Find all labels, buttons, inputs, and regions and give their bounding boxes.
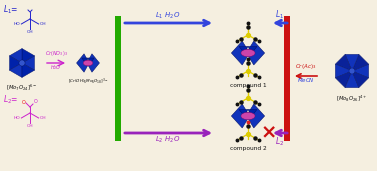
Text: OH: OH	[40, 116, 46, 120]
Text: $MeCN$: $MeCN$	[297, 76, 315, 84]
Text: $Cr(Ac)_3$: $Cr(Ac)_3$	[295, 62, 317, 71]
Polygon shape	[336, 64, 352, 78]
Polygon shape	[22, 56, 35, 70]
Polygon shape	[247, 41, 265, 65]
Polygon shape	[247, 104, 265, 128]
Polygon shape	[239, 109, 248, 116]
Polygon shape	[77, 54, 89, 72]
Text: compound 2: compound 2	[230, 146, 267, 151]
Text: $\mathbf{\times}$: $\mathbf{\times}$	[260, 123, 276, 142]
Polygon shape	[352, 71, 369, 88]
Polygon shape	[231, 104, 250, 128]
Polygon shape	[9, 63, 22, 77]
Text: $L_2$=: $L_2$=	[3, 94, 18, 107]
Text: OH: OH	[27, 30, 33, 34]
Text: $[Mo_7O_{24}]^{6-}$: $[Mo_7O_{24}]^{6-}$	[6, 83, 38, 93]
Ellipse shape	[83, 60, 93, 66]
Text: $[Mo_8O_{26}]^{4+}$: $[Mo_8O_{26}]^{4+}$	[336, 94, 368, 104]
Text: $[Cr(OH)_6Mo_6O_{18}]^{3-}$: $[Cr(OH)_6Mo_6O_{18}]^{3-}$	[67, 76, 109, 86]
Polygon shape	[239, 47, 248, 53]
Polygon shape	[22, 49, 35, 63]
Text: O: O	[34, 99, 38, 104]
Text: compound 1: compound 1	[230, 83, 266, 88]
Text: $L_1$: $L_1$	[276, 9, 285, 21]
Polygon shape	[9, 56, 22, 70]
Bar	[115, 16, 121, 141]
Text: $L_1\ H_2O$: $L_1\ H_2O$	[155, 11, 181, 21]
Text: $L_2$: $L_2$	[276, 135, 285, 148]
Polygon shape	[248, 109, 257, 116]
Polygon shape	[352, 54, 369, 71]
Circle shape	[19, 60, 25, 66]
Text: $L_1$=: $L_1$=	[3, 3, 18, 16]
Polygon shape	[88, 58, 94, 63]
Ellipse shape	[241, 112, 255, 120]
Polygon shape	[345, 54, 359, 71]
Polygon shape	[352, 64, 369, 78]
Polygon shape	[336, 71, 352, 88]
Polygon shape	[231, 41, 250, 65]
Text: HO: HO	[14, 116, 20, 120]
Ellipse shape	[241, 49, 255, 57]
Text: O: O	[21, 101, 25, 106]
Text: $H_2O$: $H_2O$	[50, 63, 62, 72]
Polygon shape	[345, 71, 359, 88]
Text: $Cr(NO_3)_3$: $Cr(NO_3)_3$	[44, 49, 67, 58]
Text: $L_2\ H_2O$: $L_2\ H_2O$	[155, 135, 181, 145]
Polygon shape	[336, 54, 352, 71]
Polygon shape	[248, 47, 257, 53]
Text: OH: OH	[27, 124, 33, 128]
Polygon shape	[87, 54, 100, 72]
Polygon shape	[22, 63, 35, 77]
Polygon shape	[9, 49, 22, 63]
Polygon shape	[82, 58, 88, 63]
Text: HO: HO	[14, 22, 20, 26]
Bar	[284, 16, 290, 141]
Circle shape	[349, 68, 355, 74]
Text: OH: OH	[40, 22, 46, 26]
